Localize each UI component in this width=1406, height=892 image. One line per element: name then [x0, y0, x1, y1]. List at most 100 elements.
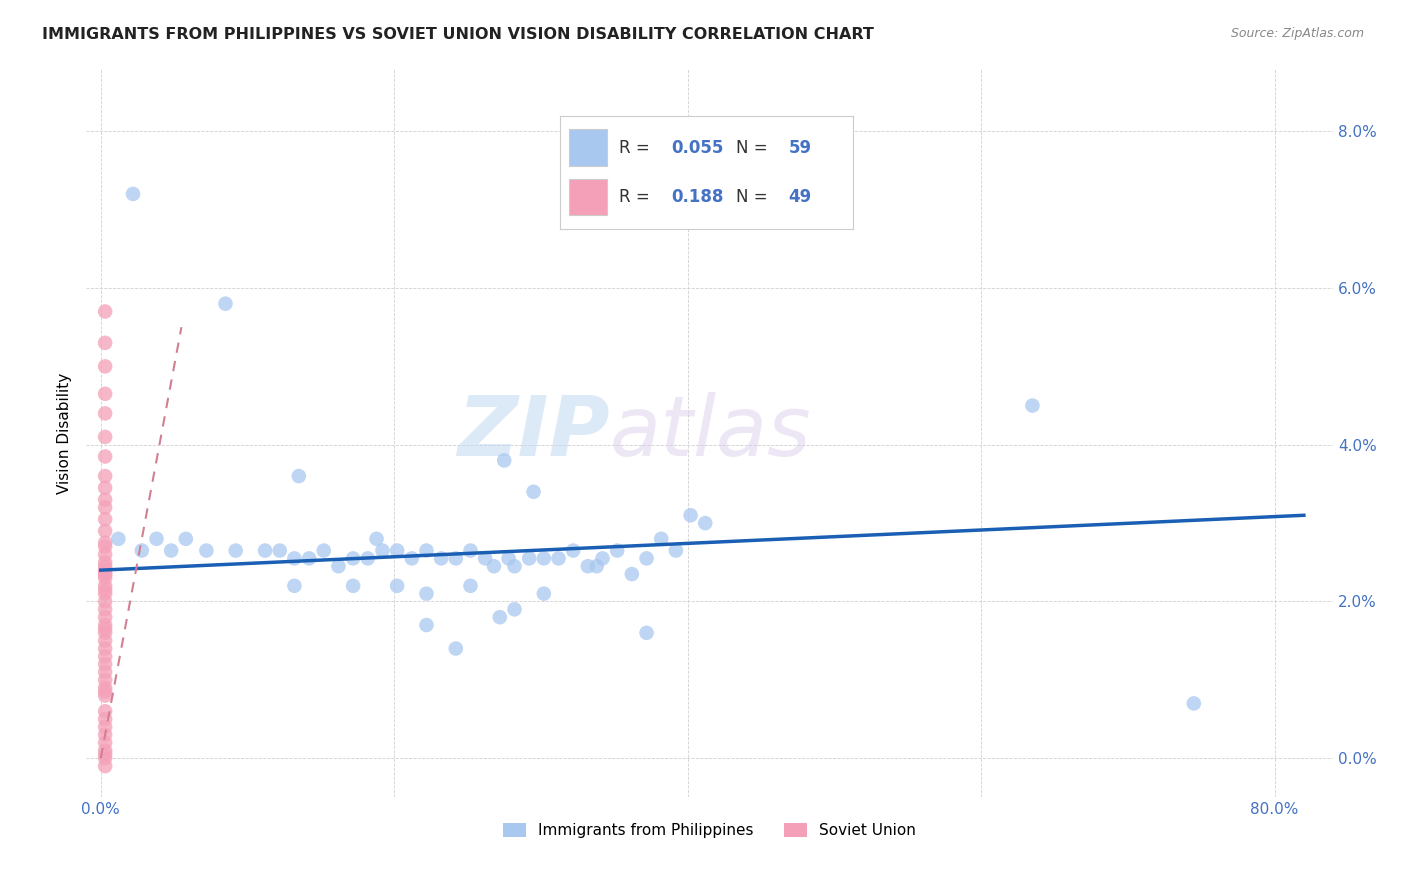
Point: [94, 633, 117, 648]
Point: [94, 657, 117, 672]
Point: [488, 610, 510, 624]
Point: [131, 543, 153, 558]
Point: [94, 335, 117, 350]
Point: [94, 751, 117, 765]
Point: [94, 548, 117, 562]
Point: [94, 673, 117, 687]
Point: [695, 516, 717, 530]
Point: [225, 543, 247, 558]
Point: [122, 186, 145, 201]
Point: [503, 602, 526, 616]
Point: [576, 559, 599, 574]
Point: [94, 559, 117, 574]
Point: [94, 492, 117, 507]
Point: [94, 450, 117, 464]
Point: [254, 543, 277, 558]
Point: [283, 551, 305, 566]
Point: [94, 567, 117, 582]
Point: [665, 543, 688, 558]
Point: [503, 559, 526, 574]
Point: [94, 728, 117, 742]
Point: [288, 469, 311, 483]
Point: [94, 625, 117, 640]
Point: [1182, 697, 1205, 711]
Point: [94, 582, 117, 597]
Point: [94, 743, 117, 757]
Point: [94, 602, 117, 616]
Point: [533, 587, 555, 601]
Point: [444, 551, 467, 566]
Point: [94, 359, 117, 374]
Point: [94, 759, 117, 773]
Point: [401, 551, 423, 566]
Point: [562, 543, 585, 558]
Point: [494, 453, 516, 467]
Point: [592, 551, 614, 566]
Point: [94, 555, 117, 569]
Point: [94, 535, 117, 549]
Point: [385, 579, 408, 593]
Point: [650, 532, 672, 546]
Point: [94, 735, 117, 749]
Point: [214, 296, 236, 310]
Point: [430, 551, 453, 566]
Point: [654, 171, 676, 186]
Point: [94, 524, 117, 538]
Point: [94, 618, 117, 632]
Point: [366, 532, 388, 546]
Point: [107, 532, 129, 546]
Point: [94, 720, 117, 734]
Point: [547, 551, 569, 566]
Point: [482, 559, 505, 574]
Point: [460, 579, 482, 593]
Point: [312, 543, 335, 558]
Point: [195, 543, 218, 558]
Point: [517, 551, 540, 566]
Point: [94, 665, 117, 679]
Text: atlas: atlas: [610, 392, 811, 474]
Point: [94, 481, 117, 495]
Text: Source: ZipAtlas.com: Source: ZipAtlas.com: [1230, 27, 1364, 40]
Point: [342, 579, 364, 593]
Point: [94, 622, 117, 636]
Point: [94, 579, 117, 593]
Point: [328, 559, 350, 574]
Point: [145, 532, 167, 546]
Point: [94, 386, 117, 401]
Point: [94, 684, 117, 698]
Point: [298, 551, 321, 566]
Point: [94, 512, 117, 526]
Point: [269, 543, 291, 558]
Point: [94, 469, 117, 483]
Text: ZIP: ZIP: [457, 392, 610, 474]
Point: [415, 543, 437, 558]
Point: [94, 304, 117, 318]
Point: [585, 559, 607, 574]
Point: [522, 484, 544, 499]
Point: [94, 500, 117, 515]
Text: IMMIGRANTS FROM PHILIPPINES VS SOVIET UNION VISION DISABILITY CORRELATION CHART: IMMIGRANTS FROM PHILIPPINES VS SOVIET UN…: [42, 27, 875, 42]
Point: [498, 551, 520, 566]
Point: [94, 406, 117, 420]
Point: [342, 551, 364, 566]
Y-axis label: Vision Disability: Vision Disability: [58, 372, 72, 493]
Legend: Immigrants from Philippines, Soviet Union: Immigrants from Philippines, Soviet Unio…: [496, 817, 922, 845]
Point: [94, 563, 117, 577]
Point: [160, 543, 183, 558]
Point: [636, 551, 658, 566]
Point: [474, 551, 496, 566]
Point: [94, 704, 117, 718]
Point: [636, 625, 658, 640]
Point: [460, 543, 482, 558]
Point: [415, 618, 437, 632]
Point: [94, 747, 117, 762]
Point: [94, 430, 117, 444]
Point: [357, 551, 380, 566]
Point: [174, 532, 197, 546]
Point: [94, 641, 117, 656]
Point: [679, 508, 702, 523]
Point: [385, 543, 408, 558]
Point: [94, 681, 117, 695]
Point: [94, 649, 117, 664]
Point: [444, 641, 467, 656]
